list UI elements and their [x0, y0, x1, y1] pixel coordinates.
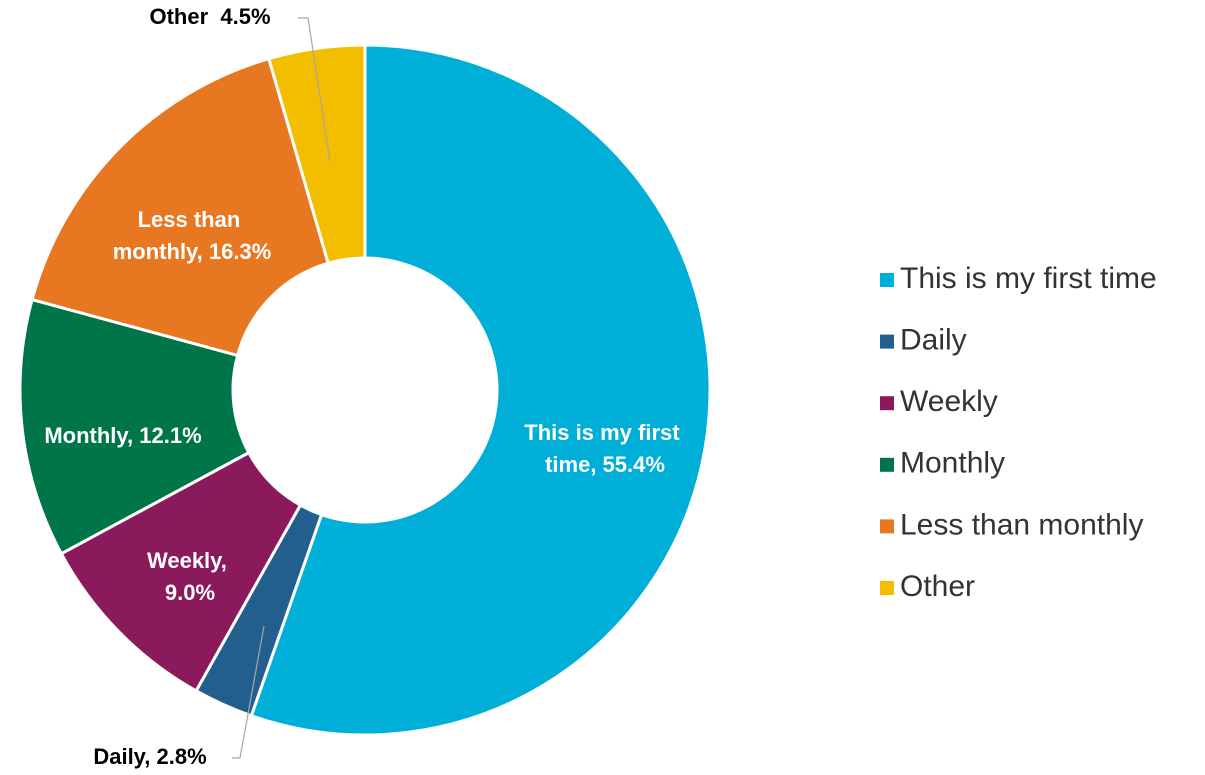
legend-label: Monthly — [900, 447, 1005, 480]
data-label: Daily, 2.8% — [93, 744, 206, 769]
legend-swatch — [880, 457, 894, 472]
legend-swatch — [880, 273, 894, 287]
legend-label: Weekly — [900, 385, 998, 418]
legend-swatch — [880, 519, 894, 534]
data-label: Other 4.5% — [149, 4, 270, 29]
legend-label: Other — [900, 570, 975, 603]
donut-slice — [30, 56, 331, 358]
leader-line — [232, 625, 265, 759]
donut-slice — [266, 43, 367, 266]
legend-swatch — [880, 396, 894, 411]
legend-label: This is my first time — [900, 262, 1157, 295]
data-label: This is my first time, 55.4% — [524, 420, 685, 477]
legend-label: Less than monthly — [900, 508, 1143, 541]
legend-label: Daily — [900, 324, 967, 357]
donut-slice — [18, 297, 251, 556]
data-label: Less than monthly, 16.3% — [113, 207, 272, 264]
legend-swatch — [880, 581, 894, 595]
legend-swatch — [880, 334, 894, 349]
data-label: Weekly, 9.0% — [147, 548, 233, 605]
leader-line — [298, 17, 331, 163]
donut-slice — [59, 450, 303, 693]
data-label: Monthly, 12.1% — [44, 423, 201, 448]
